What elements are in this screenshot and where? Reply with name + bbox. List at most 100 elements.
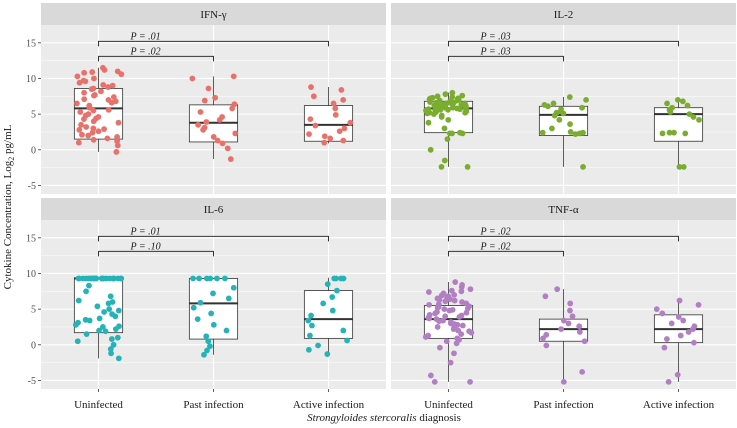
data-point bbox=[680, 164, 687, 170]
y-axis-label-subscript: 2 bbox=[7, 157, 16, 161]
data-point bbox=[225, 295, 232, 302]
data-point bbox=[113, 149, 120, 155]
data-point bbox=[105, 106, 112, 113]
y-axis-label: Cytokine Concentration, Log2 pg/mL bbox=[2, 124, 16, 289]
data-point bbox=[315, 342, 321, 349]
p-value-label: P = .01 bbox=[130, 31, 161, 42]
data-point bbox=[210, 321, 217, 328]
data-point bbox=[438, 292, 445, 299]
data-point bbox=[227, 156, 234, 162]
data-point bbox=[109, 299, 116, 305]
data-point bbox=[85, 132, 92, 139]
data-point bbox=[669, 104, 676, 111]
data-point bbox=[329, 307, 336, 314]
data-point bbox=[445, 293, 452, 300]
data-point bbox=[230, 73, 237, 80]
data-point bbox=[462, 103, 469, 110]
panel-title: IFN-γ bbox=[200, 9, 226, 21]
data-point bbox=[205, 85, 212, 92]
data-point bbox=[451, 291, 458, 298]
data-point bbox=[677, 332, 684, 339]
data-point bbox=[108, 336, 115, 342]
y-tick-label: -5 bbox=[28, 376, 36, 387]
data-point bbox=[114, 142, 121, 149]
data-point bbox=[659, 130, 666, 137]
data-point bbox=[661, 344, 668, 351]
data-point bbox=[114, 134, 121, 140]
data-point bbox=[207, 343, 213, 350]
data-point bbox=[425, 332, 432, 339]
data-point bbox=[425, 108, 432, 115]
data-point bbox=[543, 331, 550, 338]
data-point bbox=[560, 317, 567, 324]
data-point bbox=[444, 136, 451, 142]
data-point bbox=[347, 119, 354, 126]
data-point bbox=[308, 84, 314, 90]
data-point bbox=[567, 121, 573, 128]
data-point bbox=[110, 94, 117, 100]
data-point bbox=[210, 290, 216, 297]
data-point bbox=[675, 314, 682, 320]
data-point bbox=[449, 89, 456, 96]
data-point bbox=[425, 289, 432, 295]
data-point bbox=[305, 317, 312, 324]
significance-bracket bbox=[448, 250, 564, 257]
data-point bbox=[682, 130, 689, 137]
significance-bracket bbox=[448, 235, 679, 242]
data-point bbox=[118, 275, 124, 282]
y-tick-label: 5 bbox=[31, 110, 36, 121]
data-point bbox=[79, 131, 85, 138]
data-point bbox=[674, 371, 681, 378]
data-point bbox=[74, 100, 80, 107]
panel-1: IL-2 P = .03 P = .03 bbox=[391, 3, 736, 194]
data-point bbox=[541, 101, 548, 108]
y-tick-label: 0 bbox=[31, 145, 36, 156]
data-point bbox=[324, 281, 331, 288]
data-point bbox=[83, 275, 90, 282]
data-point bbox=[680, 317, 687, 324]
data-point bbox=[214, 137, 221, 144]
data-point bbox=[691, 339, 697, 346]
data-point bbox=[96, 315, 103, 322]
data-point bbox=[436, 97, 443, 104]
data-point bbox=[103, 275, 110, 282]
data-point bbox=[467, 286, 474, 293]
data-point bbox=[438, 164, 445, 170]
data-point bbox=[83, 288, 89, 295]
data-point bbox=[332, 111, 339, 118]
data-point bbox=[194, 316, 201, 323]
data-point bbox=[307, 116, 314, 123]
data-point bbox=[224, 145, 231, 152]
data-point bbox=[107, 346, 114, 352]
data-point bbox=[558, 106, 564, 113]
data-point bbox=[676, 297, 683, 304]
data-point bbox=[321, 139, 328, 146]
data-point bbox=[75, 297, 82, 304]
panel-0: IFN-γ -5 0 5 10 15 P = .01 P = .02 bbox=[26, 3, 386, 194]
data-point bbox=[580, 129, 586, 136]
data-point bbox=[190, 304, 197, 311]
data-point bbox=[108, 350, 114, 357]
data-point bbox=[93, 115, 99, 122]
x-axis-label-species: Strongyloides stercoralis bbox=[307, 412, 416, 424]
data-point bbox=[659, 310, 666, 317]
data-point bbox=[566, 94, 573, 100]
panel-title: IL-2 bbox=[554, 9, 574, 21]
data-point bbox=[330, 100, 337, 107]
y-tick-label: -5 bbox=[28, 181, 36, 192]
data-point bbox=[455, 95, 461, 102]
data-point bbox=[340, 96, 347, 103]
data-point bbox=[310, 93, 317, 100]
data-point bbox=[86, 282, 92, 289]
data-point bbox=[76, 126, 83, 133]
data-point bbox=[459, 299, 465, 305]
data-point bbox=[653, 306, 660, 313]
data-point bbox=[445, 116, 452, 123]
p-value-label: P = .03 bbox=[480, 31, 511, 42]
data-point bbox=[457, 129, 463, 136]
data-point bbox=[99, 275, 106, 282]
data-point bbox=[338, 275, 344, 282]
y-tick-label: 5 bbox=[31, 305, 36, 316]
data-point bbox=[455, 327, 462, 334]
data-point bbox=[464, 164, 471, 170]
